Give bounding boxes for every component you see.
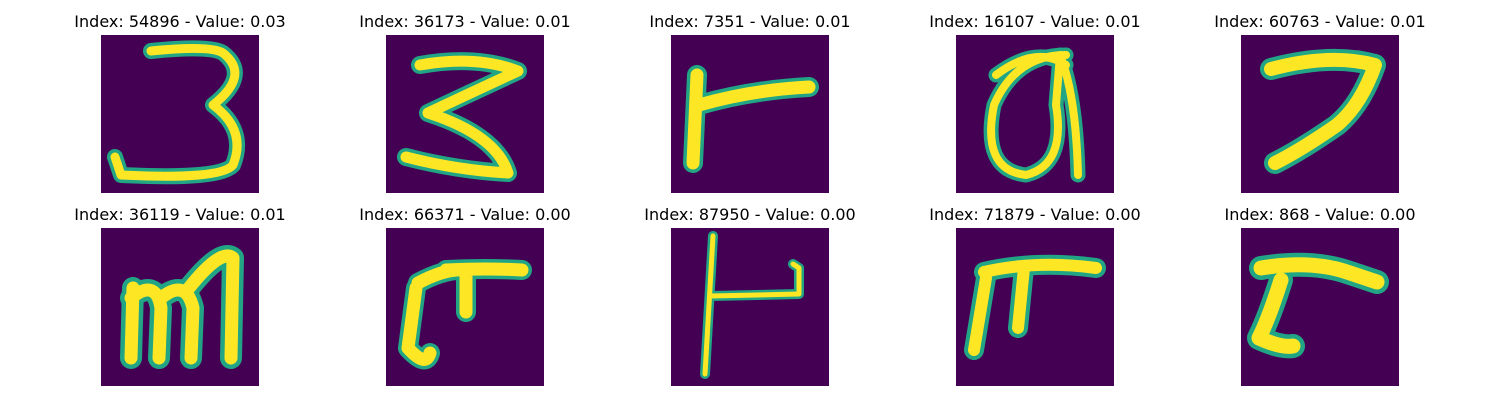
- panel-title: Index: 36173 - Value: 0.01: [359, 12, 571, 31]
- digit-image: [386, 228, 544, 386]
- panel-2: Index: 36173 - Value: 0.01: [320, 12, 610, 202]
- digit-image: [386, 35, 544, 193]
- digit-image: [1241, 228, 1399, 386]
- panel-title: Index: 16107 - Value: 0.01: [929, 12, 1141, 31]
- digit-image: [956, 228, 1114, 386]
- panel-title: Index: 71879 - Value: 0.00: [929, 205, 1141, 224]
- panel-6: Index: 36119 - Value: 0.01: [35, 205, 325, 395]
- panel-9: Index: 71879 - Value: 0.00: [890, 205, 1180, 395]
- panel-title: Index: 54896 - Value: 0.03: [74, 12, 286, 31]
- panel-7: Index: 66371 - Value: 0.00: [320, 205, 610, 395]
- panel-title: Index: 36119 - Value: 0.01: [74, 205, 286, 224]
- panel-3: Index: 7351 - Value: 0.01: [605, 12, 895, 202]
- panel-title: Index: 87950 - Value: 0.00: [644, 205, 856, 224]
- digit-image: [101, 228, 259, 386]
- panel-8: Index: 87950 - Value: 0.00: [605, 205, 895, 395]
- panel-title: Index: 7351 - Value: 0.01: [649, 12, 851, 31]
- digit-image: [671, 35, 829, 193]
- panel-10: Index: 868 - Value: 0.00: [1175, 205, 1465, 395]
- panel-5: Index: 60763 - Value: 0.01: [1175, 12, 1465, 202]
- digit-image: [1241, 35, 1399, 193]
- panel-title: Index: 66371 - Value: 0.00: [359, 205, 571, 224]
- panel-title: Index: 60763 - Value: 0.01: [1214, 12, 1426, 31]
- panel-1: Index: 54896 - Value: 0.03: [35, 12, 325, 202]
- panel-4: Index: 16107 - Value: 0.01: [890, 12, 1180, 202]
- digit-image: [956, 35, 1114, 193]
- digit-image: [671, 228, 829, 386]
- digit-image: [101, 35, 259, 193]
- panel-title: Index: 868 - Value: 0.00: [1224, 205, 1416, 224]
